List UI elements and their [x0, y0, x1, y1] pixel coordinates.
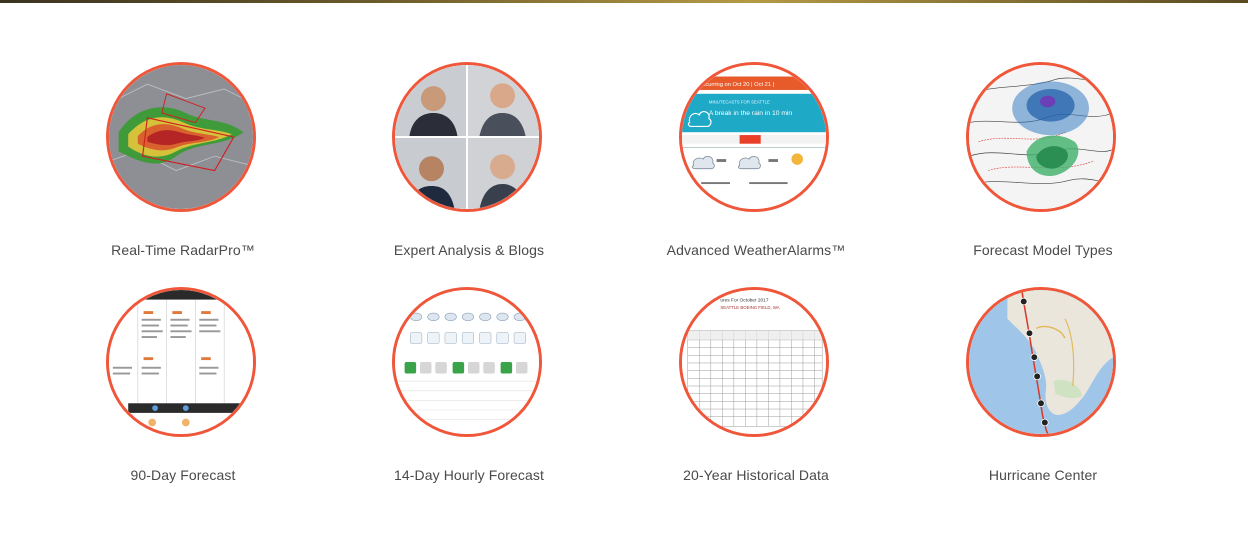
feature-tile-14-day-hourly[interactable]: 14-Day Hourly Forecast [349, 287, 589, 497]
feature-tile-radarpro[interactable]: Real-Time RadarPro™ [63, 62, 303, 272]
hourly-forecast-table-icon[interactable] [392, 287, 542, 437]
calendar-forecast-icon[interactable] [106, 287, 256, 437]
history-station-text: SEATTLE BOEING FIELD, WA [720, 305, 779, 310]
feature-tile-hurricane[interactable]: Hurricane Center [923, 287, 1163, 497]
radar-map-icon[interactable] [106, 62, 256, 212]
forecast-model-map-icon[interactable] [966, 62, 1116, 212]
feature-label[interactable]: Advanced WeatherAlarms™ [666, 242, 846, 258]
feature-label[interactable]: Real-Time RadarPro™ [111, 242, 255, 258]
feature-tile-expert-analysis[interactable]: Expert Analysis & Blogs [349, 62, 589, 272]
alarm-message-text: A break in the rain in 10 min [709, 110, 793, 117]
alarm-header-text: Rain occurring on Oct 20 | Oct 21 | [686, 82, 774, 88]
feature-label[interactable]: 90-Day Forecast [130, 467, 236, 483]
meteorologists-photo-icon[interactable] [392, 62, 542, 212]
historical-data-table-icon[interactable]: ures For October 2017 SEATTLE BOEING FIE… [679, 287, 829, 437]
feature-label[interactable]: Forecast Model Types [973, 242, 1113, 258]
hurricane-track-map-icon[interactable] [966, 287, 1116, 437]
feature-label[interactable]: Expert Analysis & Blogs [393, 242, 545, 258]
feature-label[interactable]: 20-Year Historical Data [683, 467, 829, 483]
weather-alarm-screenshot-icon[interactable]: Rain occurring on Oct 20 | Oct 21 | MINU… [679, 62, 829, 212]
history-title-text: ures For October 2017 [720, 298, 768, 304]
feature-label[interactable]: Hurricane Center [988, 467, 1098, 483]
feature-tile-historical[interactable]: ures For October 2017 SEATTLE BOEING FIE… [636, 287, 876, 497]
alarm-minutecast-text: MINUTECASTS FOR SEATTLE [709, 99, 770, 104]
feature-tile-90-day[interactable]: 90-Day Forecast [63, 287, 303, 497]
feature-label[interactable]: 14-Day Hourly Forecast [393, 467, 545, 483]
top-divider [0, 0, 1248, 3]
feature-tile-forecast-models[interactable]: Forecast Model Types [923, 62, 1163, 272]
feature-tile-weatheralarms[interactable]: Rain occurring on Oct 20 | Oct 21 | MINU… [636, 62, 876, 272]
